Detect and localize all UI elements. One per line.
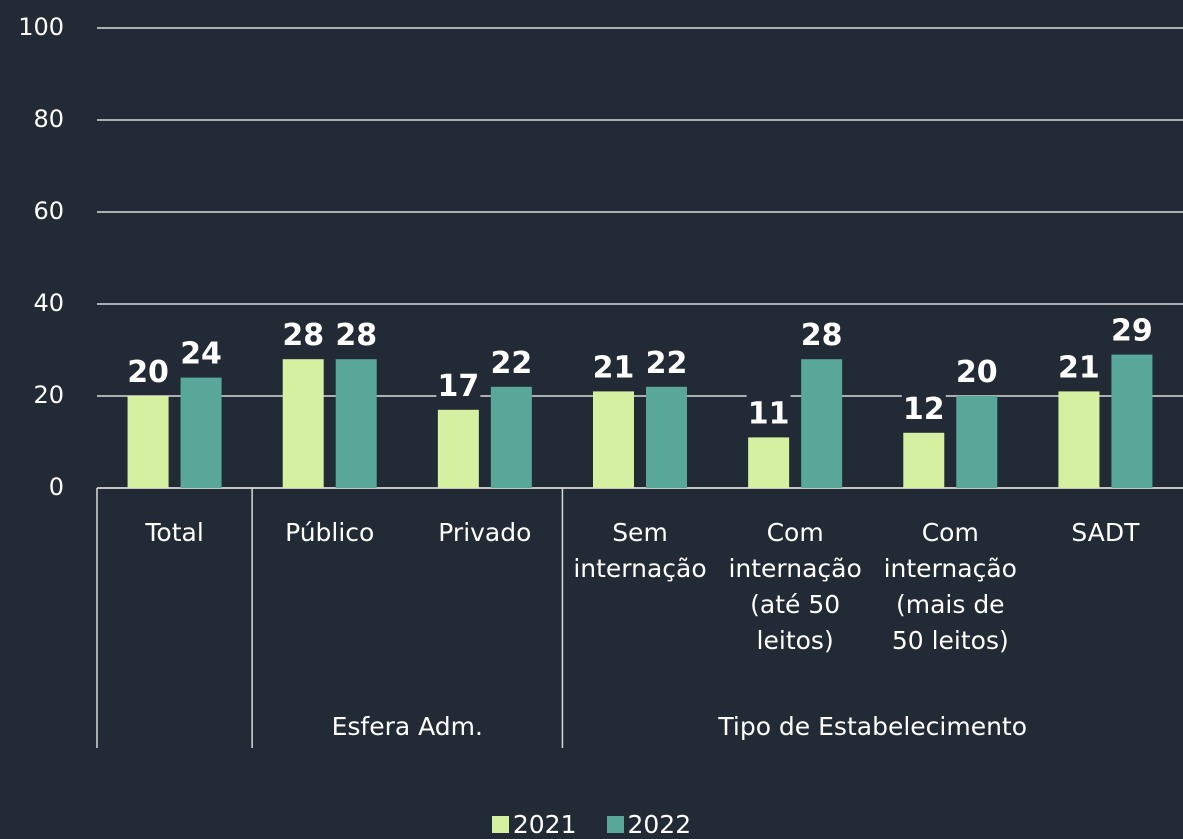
data-label: 17 [437,369,479,404]
y-tick-label: 40 [33,289,64,317]
x-tick-label: SADT [1071,518,1140,547]
data-label-group: 20 [126,352,171,390]
data-label-group: 22 [644,342,689,381]
data-label-group: 20 [954,352,999,390]
x-tick-label: Público [285,518,375,547]
data-label-bg [1109,310,1154,347]
bar [748,437,790,488]
group-label: Tipo de Estabelecimento [718,712,1028,741]
data-label-bg [126,352,171,388]
legend-label: 2021 [512,810,577,839]
data-label: 12 [903,392,945,427]
data-label-bg [179,333,224,370]
x-tick-label: Privado [438,518,532,547]
bar [282,359,324,488]
data-label-bg [591,347,636,384]
y-tick-label: 20 [33,381,64,409]
y-tick-label: 0 [49,473,64,501]
bar [903,432,945,488]
x-tick-label: Sem internação [573,518,707,583]
bar [335,359,377,488]
legend: 2021 2022 [0,810,1183,839]
data-label-group: 11 [746,393,791,431]
bar [437,409,479,488]
data-label-bg [436,365,481,402]
legend-swatch [491,816,509,833]
data-label-group: 24 [179,333,224,372]
legend-item: 2022 [606,810,692,839]
legend-swatch [606,816,624,833]
data-label-group: 28 [281,315,326,353]
x-tick-label: Total [145,518,204,547]
data-label-group: 12 [901,388,946,427]
data-label-bg [799,315,844,352]
data-label-group: 21 [591,347,636,385]
data-label-bg [746,393,791,430]
bar [1111,354,1153,488]
y-tick-label: 80 [33,105,64,133]
data-label-group: 17 [436,365,481,404]
data-label: 28 [335,318,377,353]
data-label-group: 21 [1056,347,1101,385]
bar [956,396,998,488]
data-label: 11 [748,396,790,431]
data-label: 22 [646,346,688,381]
data-label: 24 [180,337,222,372]
data-label-bg [489,342,534,379]
x-tick-label: Com internação (até 50 leitos) [728,518,862,655]
legend-label: 2022 [627,810,692,839]
legend-item: 2021 [491,810,577,839]
data-label: 22 [490,346,532,381]
data-label-bg [901,388,946,425]
data-label-bg [1056,347,1101,384]
data-label: 21 [1058,350,1100,385]
bar [490,386,532,488]
data-label: 20 [127,355,169,390]
data-label-bg [644,342,689,379]
data-label-group: 28 [799,315,844,353]
bar [1058,391,1100,488]
y-tick-label: 100 [18,13,64,41]
data-label: 28 [801,318,843,353]
bar [801,359,843,488]
data-label: 28 [282,318,324,353]
data-label-bg [334,315,379,352]
data-label-group: 29 [1109,310,1154,349]
data-label: 20 [956,355,998,390]
bar [646,386,687,488]
bar [180,377,222,488]
data-label-bg [954,352,999,388]
data-label: 29 [1111,314,1153,349]
data-label-group: 28 [334,315,379,353]
bar [127,396,169,488]
group-label: Esfera Adm. [331,712,483,741]
y-tick-label: 60 [33,197,64,225]
bar [593,391,634,488]
data-label-group: 22 [489,342,534,381]
data-label-bg [281,315,326,352]
data-label: 21 [593,350,635,385]
x-tick-label: Com internação (mais de 50 leitos) [883,518,1017,655]
